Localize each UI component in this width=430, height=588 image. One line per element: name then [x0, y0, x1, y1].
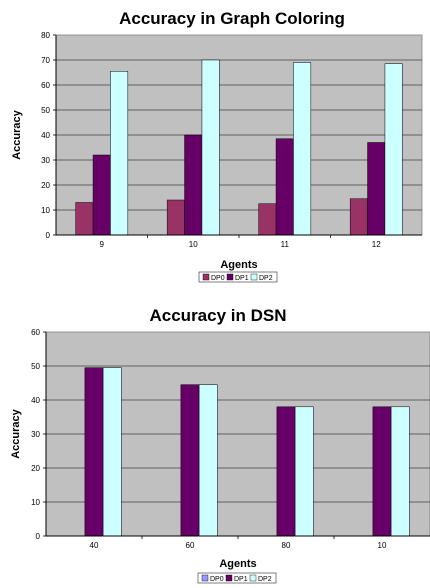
x-tick-label: 60 [186, 541, 195, 550]
y-tick-label: 10 [31, 498, 40, 507]
x-tick-label: 9 [100, 240, 105, 249]
y-tick-label: 0 [36, 532, 41, 541]
legend-label-dp0: DP0 [210, 576, 224, 583]
legend-swatch-dp2 [250, 273, 258, 281]
y-axis-ticks: 0 10 20 30 40 50 60 [31, 328, 46, 541]
legend-label-dp0: DP0 [211, 275, 225, 282]
bar-dp0-10 [166, 199, 185, 236]
bar-dp2-9 [110, 71, 129, 236]
legend-label-dp1: DP1 [234, 576, 248, 583]
x-axis-title: Agents [220, 259, 257, 271]
y-tick-label: 30 [31, 430, 40, 439]
legend: DP0 DP1 DP2 [197, 572, 277, 584]
y-tick-label: 20 [31, 464, 40, 473]
legend-swatch-dp0 [202, 273, 210, 281]
y-axis-title: Accuracy [11, 109, 23, 159]
y-tick-label: 70 [41, 56, 50, 65]
bars [75, 59, 403, 236]
bar-dp1-10 [184, 134, 203, 236]
x-tick-label: 12 [372, 240, 381, 249]
bar-dp1-12 [367, 142, 386, 236]
bar-dp2-12 [384, 63, 403, 236]
bar-dp2-80 [294, 406, 314, 537]
x-tick-label: 10 [189, 240, 198, 249]
chart-dsn: Accuracy in DSN 0 10 20 30 40 50 60 40 60 80 10 A… [10, 306, 430, 584]
bar-dp2-40 [102, 367, 122, 537]
y-tick-label: 40 [31, 396, 40, 405]
x-axis-ticks: 9 10 11 12 [100, 235, 381, 249]
bar-dp2-10 [390, 406, 410, 537]
y-tick-label: 40 [41, 131, 50, 140]
y-axis-ticks: 0 10 20 30 40 50 60 70 80 [41, 31, 56, 240]
bars [84, 367, 410, 537]
bar-dp1-9 [92, 154, 111, 236]
x-tick-label: 11 [281, 240, 290, 249]
bar-dp1-80 [276, 406, 296, 537]
x-tick-label: 80 [282, 541, 291, 550]
bar-dp2-60 [198, 384, 218, 537]
legend-label-dp2: DP2 [259, 275, 273, 282]
x-tick-label: 10 [378, 541, 387, 550]
bar-dp1-60 [180, 384, 200, 537]
legend-label-dp2: DP2 [258, 576, 272, 583]
bar-dp0-11 [258, 203, 277, 236]
y-tick-label: 60 [31, 328, 40, 337]
legend-swatch-dp0 [201, 574, 209, 582]
legend-box [198, 271, 278, 283]
bar-dp0-12 [349, 198, 368, 236]
x-axis-title: Agents [219, 558, 256, 570]
bar-dp1-11 [275, 138, 294, 236]
x-axis-ticks: 40 60 80 10 [90, 536, 387, 550]
y-tick-label: 10 [41, 206, 50, 215]
bar-dp0-9 [75, 202, 94, 236]
legend-swatch-dp1 [225, 574, 233, 582]
y-tick-label: 20 [41, 181, 50, 190]
y-axis-title: Accuracy [10, 408, 22, 458]
bar-dp2-11 [293, 62, 312, 236]
y-tick-label: 50 [41, 106, 50, 115]
chart-graph-coloring: Accuracy in Graph Coloring 0 10 20 30 40 50 60… [11, 9, 423, 283]
chart-title: Accuracy in DSN [150, 306, 287, 325]
y-tick-label: 0 [46, 231, 51, 240]
bar-dp2-10 [201, 59, 220, 236]
legend-swatch-dp1 [226, 273, 234, 281]
bar-dp1-40 [84, 367, 104, 537]
legend: DP0 DP1 DP2 [198, 271, 278, 283]
legend-swatch-dp2 [249, 574, 257, 582]
y-tick-label: 80 [41, 31, 50, 40]
y-tick-label: 50 [31, 362, 40, 371]
y-tick-label: 30 [41, 156, 50, 165]
x-tick-label: 40 [90, 541, 99, 550]
legend-label-dp1: DP1 [235, 275, 249, 282]
bar-dp1-10 [372, 406, 392, 537]
y-tick-label: 60 [41, 81, 50, 90]
chart-title: Accuracy in Graph Coloring [119, 9, 345, 28]
legend-box [197, 572, 277, 584]
